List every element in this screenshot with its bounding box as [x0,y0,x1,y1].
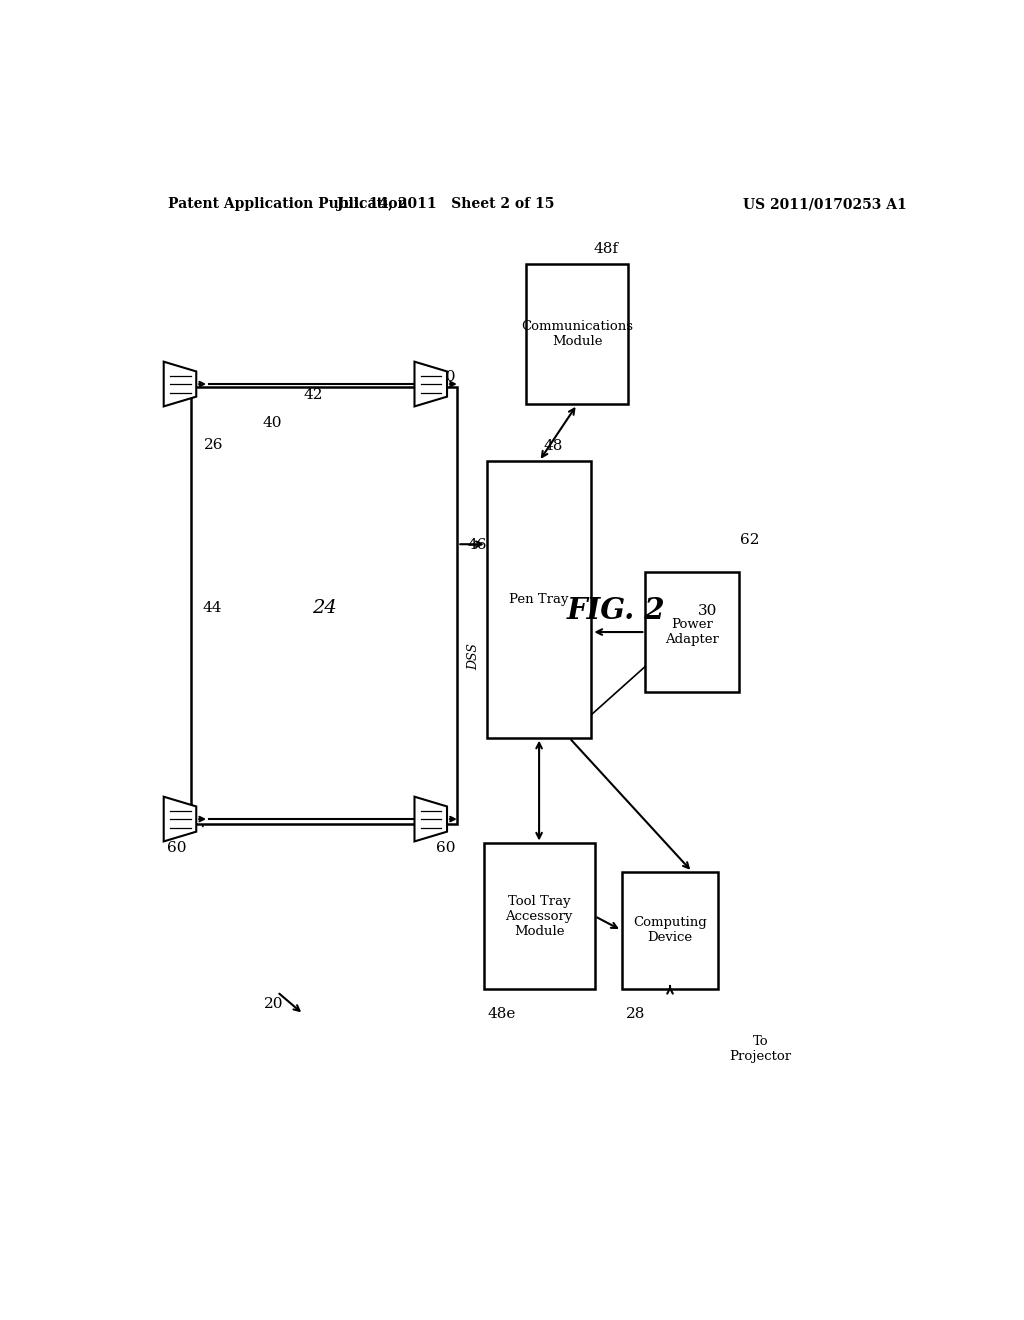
Bar [622,873,719,989]
Text: Computing
Device: Computing Device [633,916,707,944]
Text: Jul. 14, 2011   Sheet 2 of 15: Jul. 14, 2011 Sheet 2 of 15 [337,197,554,211]
Text: 46: 46 [468,537,487,552]
Polygon shape [415,797,447,841]
Text: 40: 40 [263,416,283,430]
Text: 48: 48 [543,440,562,453]
Bar [645,572,739,692]
Text: DSS: DSS [468,643,480,671]
Text: 30: 30 [697,603,717,618]
Text: 48f: 48f [593,242,618,256]
Text: 60: 60 [168,841,187,854]
Text: Tool Tray
Accessory
Module: Tool Tray Accessory Module [506,895,572,937]
Text: 60: 60 [168,370,187,384]
Text: 60: 60 [435,841,456,854]
Text: Patent Application Publication: Patent Application Publication [168,197,408,211]
Text: 62: 62 [740,533,760,546]
Text: 48e: 48e [487,1007,516,1022]
Polygon shape [164,797,197,841]
Bar [486,461,592,738]
Bar [483,843,595,989]
Text: 28: 28 [626,1007,645,1022]
Text: Communications
Module: Communications Module [521,321,633,348]
Text: To
Projector: To Projector [729,1035,792,1063]
Polygon shape [415,362,447,407]
Text: 60: 60 [435,370,456,384]
Text: 42: 42 [303,388,323,403]
Text: 24: 24 [311,599,337,616]
Bar [526,264,628,404]
Text: Power
Adapter: Power Adapter [666,618,719,645]
Text: 20: 20 [263,997,283,1011]
Polygon shape [164,362,197,407]
Text: US 2011/0170253 A1: US 2011/0170253 A1 [743,197,907,211]
Text: Pen Tray: Pen Tray [509,593,569,606]
Text: FIG. 2: FIG. 2 [566,597,666,626]
Text: 26: 26 [204,438,223,451]
Bar [191,387,458,824]
Text: 44: 44 [203,601,222,615]
